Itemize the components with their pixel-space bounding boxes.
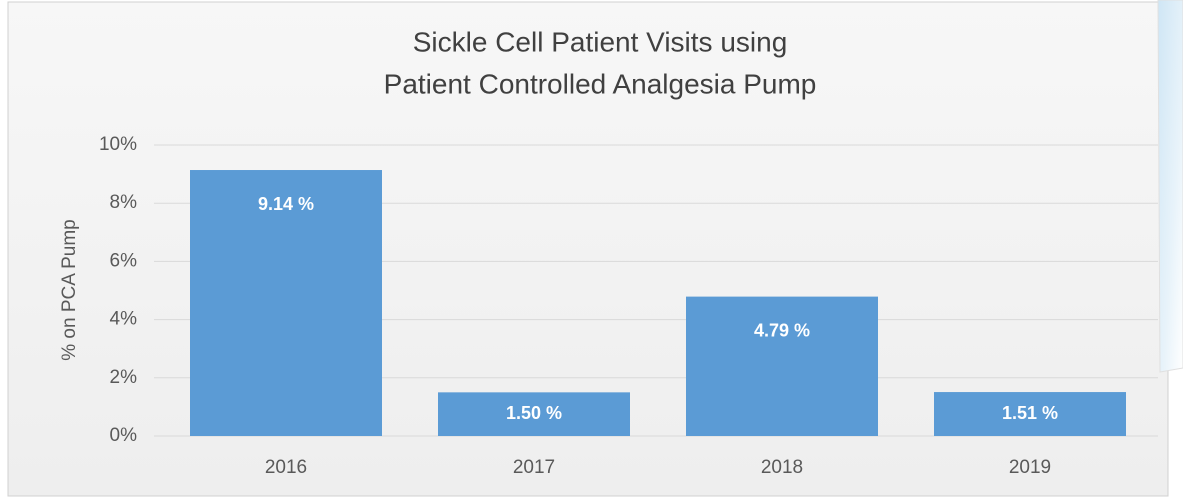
value-label: 4.79 % bbox=[754, 320, 810, 340]
x-tick-label: 2016 bbox=[265, 457, 307, 478]
y-tick-label: 2% bbox=[110, 367, 138, 388]
chart: Sickle Cell Patient Visits using Patient… bbox=[0, 0, 1183, 503]
value-label: 1.50 % bbox=[506, 403, 562, 423]
x-tick-label: 2019 bbox=[1009, 457, 1051, 478]
value-label: 9.14 % bbox=[258, 194, 314, 214]
y-tick-label: 8% bbox=[110, 192, 138, 213]
x-tick-label: 2017 bbox=[513, 457, 555, 478]
y-tick-label: 4% bbox=[110, 309, 138, 330]
side-picture bbox=[1158, 0, 1183, 372]
chart-title: Sickle Cell Patient Visits using bbox=[413, 26, 788, 57]
y-tick-label: 10% bbox=[99, 134, 137, 155]
y-tick-label: 6% bbox=[110, 250, 138, 271]
page: {"chart_data": {"type": "bar", "title": … bbox=[0, 0, 1183, 503]
chart-title: Patient Controlled Analgesia Pump bbox=[384, 68, 817, 99]
y-tick-label: 0% bbox=[110, 425, 138, 446]
bar bbox=[686, 297, 878, 436]
value-label: 1.51 % bbox=[1002, 403, 1058, 423]
y-axis-label: % on PCA Pump bbox=[59, 219, 80, 361]
x-tick-label: 2018 bbox=[761, 457, 803, 478]
